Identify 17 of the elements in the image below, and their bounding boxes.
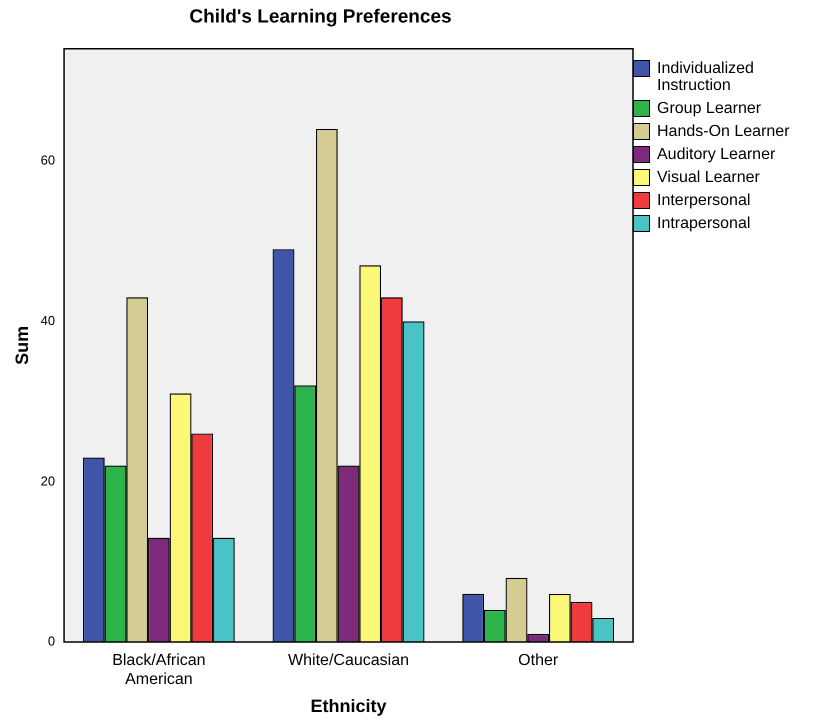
y-axis-title: Sum [12, 326, 32, 365]
chart-title: Child's Learning Preferences [189, 6, 452, 28]
x-tick-label: Black/African American [112, 652, 206, 688]
legend-label: Auditory Learner [657, 146, 776, 163]
x-tick-label: Other [518, 652, 559, 670]
legend-label: Group Learner [657, 100, 762, 117]
x-tick-label: White/Caucasian [288, 652, 410, 670]
y-tick-label: 60 [40, 152, 56, 168]
y-tick-label: 40 [40, 312, 56, 328]
legend-label: Interpersonal [657, 192, 750, 209]
legend-label: Visual Learner [657, 169, 760, 186]
y-tick-label: 0 [48, 634, 56, 649]
x-axis-title: Ethnicity [310, 696, 387, 716]
y-tick-label: 20 [40, 473, 56, 488]
legend-label: Intrapersonal [657, 215, 750, 232]
legend-label: Hands-On Learner [657, 123, 790, 140]
legend-label: Individualized Instruction [657, 60, 755, 94]
